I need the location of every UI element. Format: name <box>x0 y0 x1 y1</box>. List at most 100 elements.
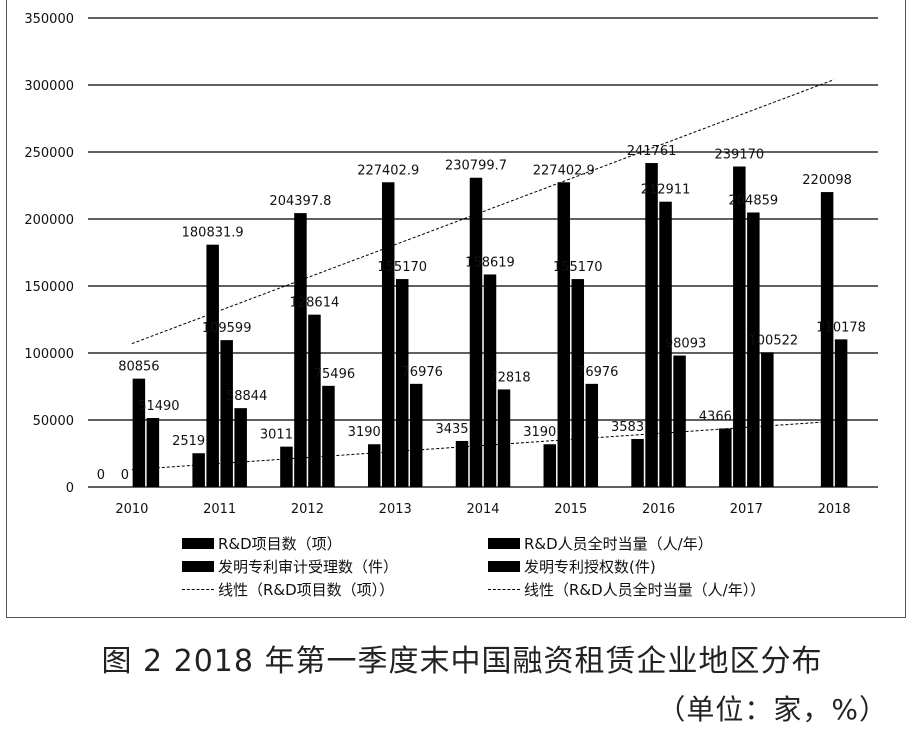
x-tick-label: 2010 <box>115 502 148 517</box>
bar <box>381 182 395 487</box>
data-label: 2519 <box>172 434 205 449</box>
y-tick-label: 100000 <box>24 347 74 362</box>
data-label: 110178 <box>816 320 866 335</box>
data-label: 230799.7 <box>445 159 507 174</box>
bar <box>645 163 658 487</box>
gridlines <box>88 17 878 488</box>
legend-entry: 发明专利授权数(件) <box>488 556 656 577</box>
data-labels: 0 2519 3011 3190 3435 3190 3583 4366 0 180831.9 20… <box>97 144 866 483</box>
figure-caption: 图 2 2018 年第一季度末中国融资租赁企业地区分布 <box>101 644 823 679</box>
trendline <box>131 79 835 345</box>
legend-label: 发明专利授权数(件) <box>524 558 656 576</box>
bar <box>220 340 233 487</box>
bar <box>585 383 599 487</box>
bar <box>280 446 293 487</box>
data-label: 0 <box>121 468 129 483</box>
bar <box>673 355 686 487</box>
data-label: 98093 <box>665 337 706 352</box>
figure-unit: （单位：家，%） <box>657 693 888 726</box>
bar <box>206 244 219 487</box>
x-tick-label: 2011 <box>203 502 236 517</box>
data-label: 51490 <box>138 399 179 414</box>
legend-box-swatch <box>488 538 520 549</box>
data-label: 4366 <box>699 409 732 424</box>
y-tick-label: 300000 <box>24 79 74 94</box>
x-tick-label: 2017 <box>730 502 763 517</box>
data-label: 76976 <box>577 365 618 380</box>
x-tick-label: 2016 <box>642 502 675 517</box>
bar <box>719 428 732 487</box>
bar <box>234 408 247 487</box>
bar <box>543 444 557 487</box>
data-label: 100522 <box>749 333 799 348</box>
bar <box>820 192 834 488</box>
legend-label: 线性（R&D项目数（项）） <box>218 581 395 599</box>
data-label: 155170 <box>377 260 427 275</box>
y-tick-label: 250000 <box>24 146 74 161</box>
bar <box>557 182 571 487</box>
bar <box>733 166 746 487</box>
legend-entry: 线性（R&D人员全时当量（人/年）） <box>488 579 765 600</box>
data-label: 204397.8 <box>269 194 331 209</box>
bar-chart: 0 50000 100000 150000 200000 250000 300000 3500… <box>24 12 878 517</box>
y-tick-label: 200000 <box>24 213 74 228</box>
data-label: 72818 <box>489 370 530 385</box>
bar <box>132 378 146 487</box>
legend-box-swatch <box>182 538 214 549</box>
x-axis-ticks: 2010 2011 2012 2013 2014 2015 2016 2017 2018 <box>115 502 850 517</box>
legend-label: R&D项目数（项） <box>218 535 342 553</box>
legend-entry: R&D人员全时当量（人/年） <box>488 533 713 554</box>
data-label: 58844 <box>226 389 267 404</box>
data-label: 0 <box>97 468 105 483</box>
data-label: 109599 <box>202 321 252 336</box>
data-label: 155170 <box>553 260 603 275</box>
data-label: 204859 <box>729 193 779 208</box>
data-label: 128614 <box>290 296 340 311</box>
legend-entry: 发明专利审计受理数（件） <box>182 556 398 577</box>
data-label: 76976 <box>402 365 443 380</box>
bar <box>455 440 469 487</box>
y-tick-label: 350000 <box>24 12 74 27</box>
legend-entry: R&D项目数（项） <box>182 533 342 554</box>
data-label: 3583 <box>611 420 644 435</box>
x-tick-label: 2013 <box>379 502 412 517</box>
data-label: 3190 <box>348 425 381 440</box>
legend-dash-swatch <box>182 589 214 590</box>
x-tick-label: 2018 <box>818 502 851 517</box>
y-tick-label: 150000 <box>24 280 74 295</box>
bar <box>631 438 644 487</box>
chart-frame <box>6 0 906 618</box>
data-label: 220098 <box>802 173 852 188</box>
legend-dash-swatch <box>488 589 520 590</box>
data-label: 212911 <box>641 183 691 198</box>
data-label: 239170 <box>715 148 765 163</box>
legend-box-swatch <box>488 561 520 572</box>
bar <box>834 339 848 487</box>
x-tick-label: 2012 <box>291 502 324 517</box>
data-label: 241761 <box>627 144 677 159</box>
legend-entry: 线性（R&D项目数（项）） <box>182 579 394 600</box>
x-tick-label: 2015 <box>554 502 587 517</box>
trendline <box>131 420 835 471</box>
y-tick-label: 50000 <box>33 414 74 429</box>
bar <box>395 279 409 487</box>
y-tick-label: 0 <box>66 481 74 496</box>
data-label: 3435 <box>435 422 468 437</box>
bar <box>294 213 307 488</box>
bar <box>483 274 497 487</box>
bar <box>146 418 160 487</box>
data-label: 180831.9 <box>182 226 244 241</box>
trendlines <box>131 79 835 471</box>
legend-label: R&D人员全时当量（人/年） <box>524 535 713 553</box>
legend-label: 发明专利审计受理数（件） <box>218 558 399 576</box>
bar <box>571 279 585 487</box>
data-label: 75496 <box>314 367 355 382</box>
bar <box>192 453 205 487</box>
data-label: 3011 <box>260 428 293 443</box>
bar <box>761 352 774 487</box>
bar <box>659 201 672 487</box>
bar <box>409 383 423 487</box>
bar <box>469 177 483 488</box>
data-label: 80856 <box>118 360 159 375</box>
x-tick-label: 2014 <box>466 502 499 517</box>
